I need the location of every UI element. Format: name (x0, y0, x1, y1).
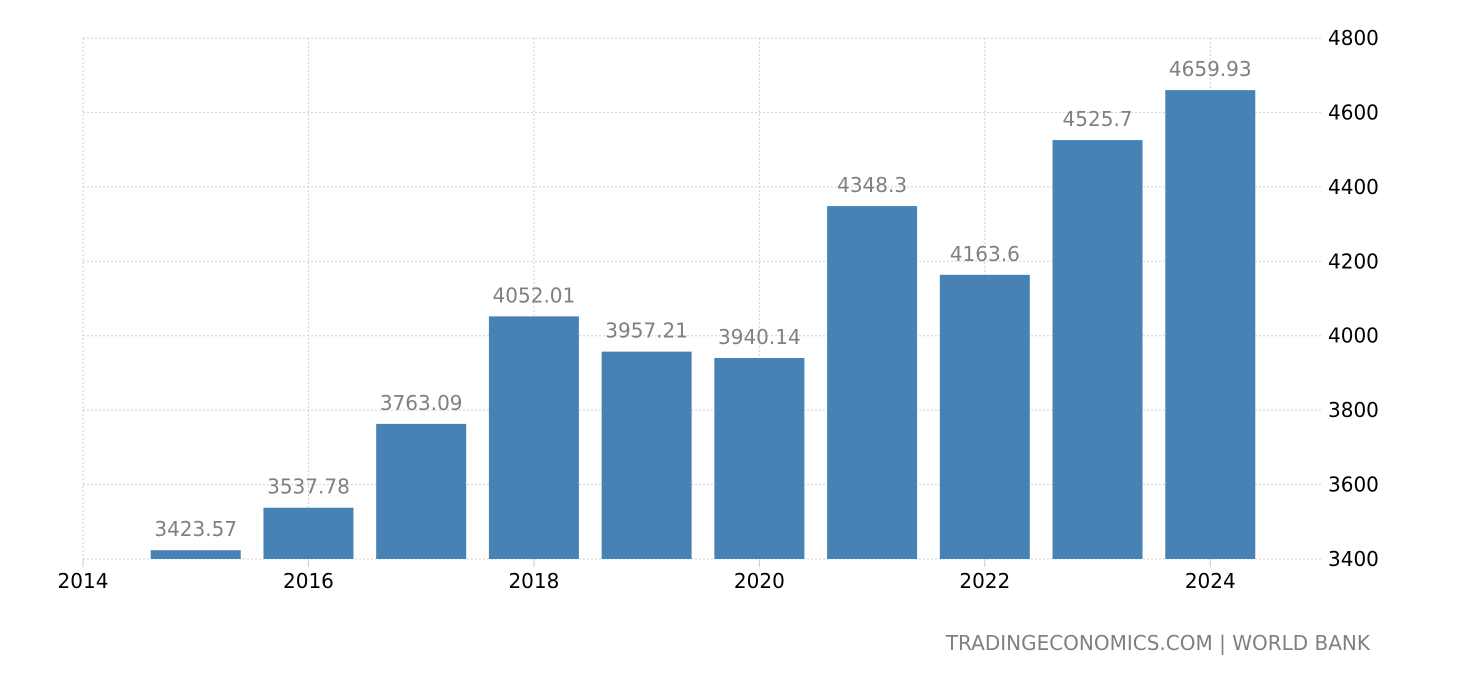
y-tick-label: 3400 (1328, 547, 1379, 571)
y-tick-label: 4400 (1328, 175, 1379, 199)
data-label: 4525.7 (1063, 107, 1133, 131)
bar-2016 (263, 507, 354, 559)
data-label: 3763.09 (380, 391, 463, 415)
bar-2020 (714, 357, 805, 559)
y-tick-label: 3800 (1328, 398, 1379, 422)
bar-2022 (939, 274, 1030, 559)
x-tick-label: 2014 (58, 569, 109, 593)
x-tick-label: 2022 (959, 569, 1010, 593)
y-tick-label: 4000 (1328, 324, 1379, 348)
x-tick-label: 2018 (508, 569, 559, 593)
y-tick-label: 4800 (1328, 26, 1379, 50)
data-label: 3423.57 (154, 517, 237, 541)
data-label: 3537.78 (267, 475, 350, 499)
source-credit: TRADINGECONOMICS.COM | WORLD BANK (945, 631, 1371, 655)
bar-2017 (376, 423, 467, 559)
data-label: 4348.3 (837, 173, 907, 197)
y-tick-label: 4200 (1328, 249, 1379, 273)
bar-2018 (488, 316, 579, 559)
x-tick-label: 2020 (734, 569, 785, 593)
bar-2023 (1052, 140, 1143, 559)
x-tick-label: 2016 (283, 569, 334, 593)
bar-2024 (1165, 90, 1256, 560)
bar-2021 (827, 206, 918, 559)
data-label: 3957.21 (605, 319, 688, 343)
y-tick-label: 3600 (1328, 473, 1379, 497)
y-tick-label: 4600 (1328, 100, 1379, 124)
bar-2015 (150, 550, 241, 559)
x-tick-label: 2024 (1185, 569, 1236, 593)
data-label: 3940.14 (718, 325, 801, 349)
data-label: 4163.6 (950, 242, 1020, 266)
data-label: 4052.01 (493, 283, 576, 307)
data-label: 4659.93 (1169, 57, 1252, 81)
bar-2019 (601, 351, 692, 559)
